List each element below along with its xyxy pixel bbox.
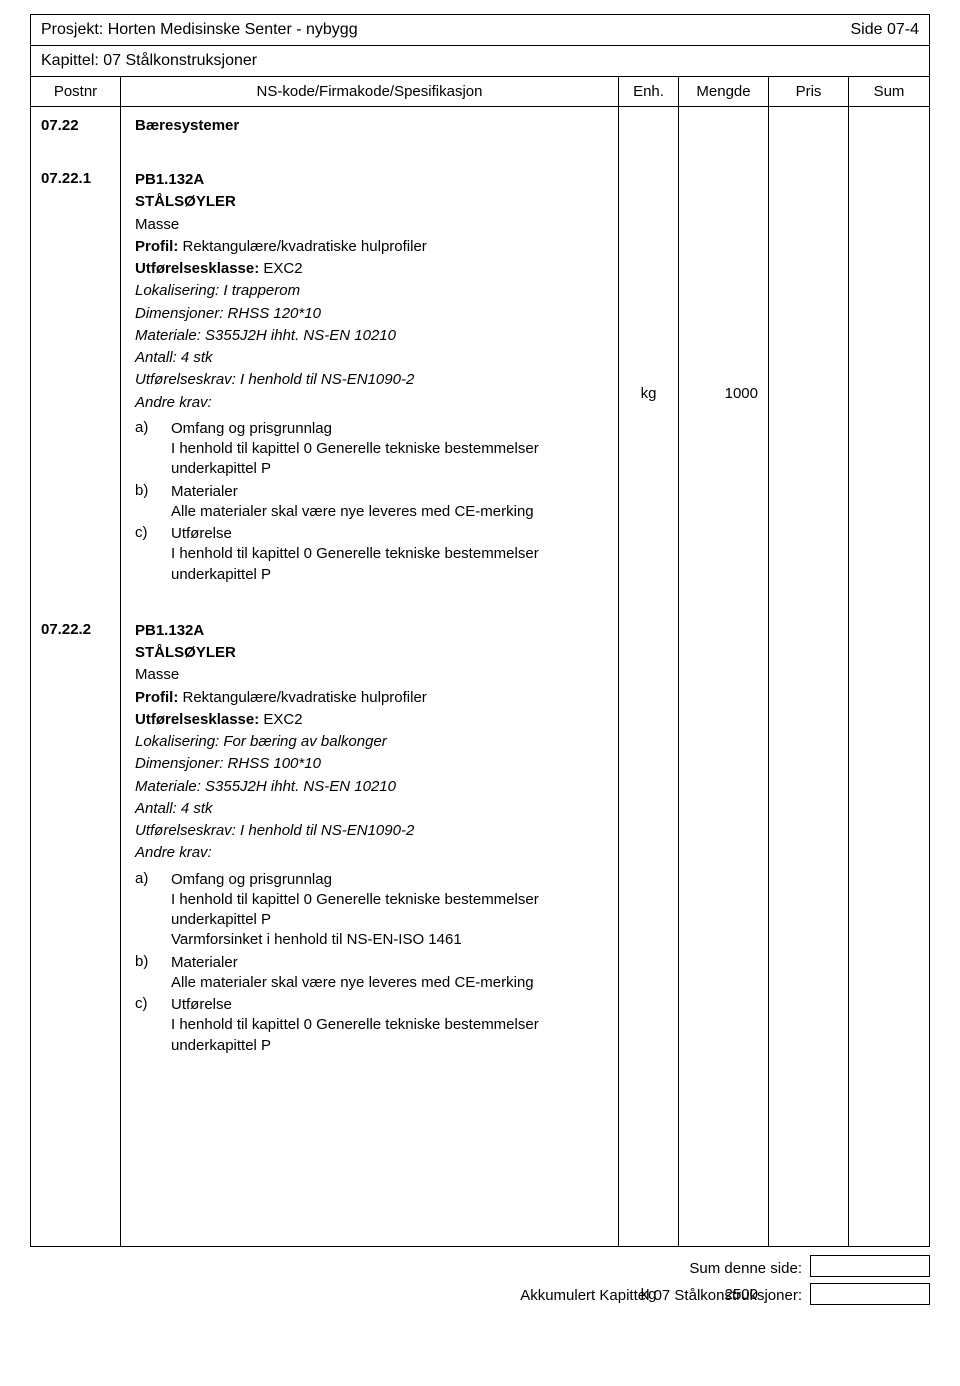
col-postnr: Postnr [31,77,121,106]
postnr-1: 07.22.1 [41,170,110,585]
chapter-title: Kapittel: 07 Stålkonstruksjoner [41,52,257,69]
footer-boxes [810,1255,930,1309]
col-enh: Enh. [619,77,679,106]
col-spec: NS-kode/Firmakode/Spesifikasjon [121,77,619,106]
body-mengde-col: 1000 2500 [679,107,769,1246]
sum-side-label: Sum denne side: [520,1255,802,1282]
footer-labels: Sum denne side: Akkumulert Kapittel 07 S… [520,1255,802,1309]
sum-side-box [810,1255,930,1277]
project-header: Prosjekt: Horten Medisinske Senter - nyb… [31,15,929,46]
col-sum: Sum [849,77,929,106]
document-frame: Prosjekt: Horten Medisinske Senter - nyb… [30,14,930,107]
col-pris: Pris [769,77,849,106]
akkumulert-box [810,1283,930,1305]
postnr-0: 07.22 [41,117,110,134]
body-enh-col: kgkg [619,107,679,1246]
spec-2: PB1.132ASTÅLSØYLERMasseProfil: Rektangul… [135,621,604,1056]
project-title: Prosjekt: Horten Medisinske Senter - nyb… [41,21,358,39]
body-spec-col: Bæresystemer PB1.132ASTÅLSØYLERMasseProfi… [121,107,619,1246]
enh-1: kg [625,170,672,585]
col-mengde: Mengde [679,77,769,106]
mengde-2: 2500 [689,621,758,1056]
spec-1: PB1.132ASTÅLSØYLERMasseProfil: Rektangul… [135,170,604,585]
postnr-2: 07.22.2 [41,621,110,1056]
mengde-0 [689,117,758,134]
page-number: Side 07-4 [851,21,920,39]
columns-header: Postnr NS-kode/Firmakode/Spesifikasjon E… [31,77,929,106]
enh-0 [625,117,672,134]
body-sum-col [849,107,929,1246]
akkumulert-label: Akkumulert Kapittel 07 Stålkonstruksjone… [520,1282,802,1309]
body-box: 07.22 07.22.1 07.22.2 Bæresystemer PB1.132A… [30,107,930,1247]
footer: Sum denne side: Akkumulert Kapittel 07 S… [30,1255,930,1309]
chapter-row: Kapittel: 07 Stålkonstruksjoner [31,46,929,77]
enh-2: kg [625,621,672,1056]
body-postnr-col: 07.22 07.22.1 07.22.2 [31,107,121,1246]
spec-0: Bæresystemer [135,117,604,134]
body-pris-col [769,107,849,1246]
mengde-1: 1000 [689,170,758,585]
